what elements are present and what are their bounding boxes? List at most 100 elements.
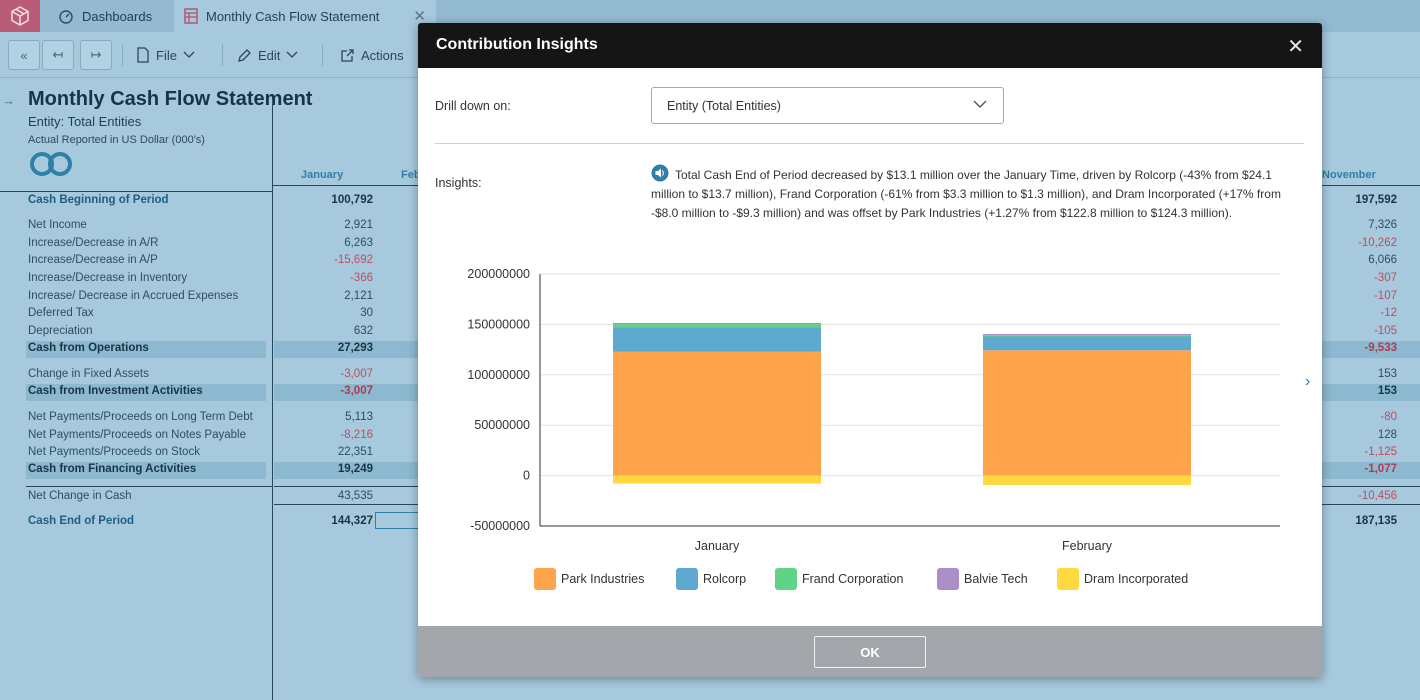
arrow-left-bar-icon: ↤ xyxy=(52,47,64,62)
app-logo-icon[interactable] xyxy=(0,0,40,32)
y-tick-label: 100000000 xyxy=(467,368,530,382)
column-divider xyxy=(272,104,273,700)
legend-item[interactable]: Park Industries xyxy=(534,568,644,590)
toolbar-divider xyxy=(222,44,223,66)
legend-label: Rolcorp xyxy=(703,572,747,586)
table-row[interactable]: Net Payments/Proceeds on Stock 22,351 -1,1… xyxy=(28,446,1397,458)
navigate-back-button[interactable]: ↤ xyxy=(42,40,74,70)
table-row[interactable]: Deferred Tax 30 -12 xyxy=(28,307,1397,319)
bar-segment xyxy=(983,475,1191,485)
table-row[interactable]: Increase/Decrease in A/P -15,692 6,066 xyxy=(28,254,1397,266)
edit-menu-label: Edit xyxy=(258,47,281,63)
speaker-icon[interactable] xyxy=(651,164,669,182)
dialog-footer: OK xyxy=(418,626,1322,677)
table-row[interactable]: Change in Fixed Assets -3,007 153 xyxy=(28,368,1397,380)
arrow-right-bar-icon: ↦ xyxy=(90,47,102,62)
actions-menu-label: Actions xyxy=(361,47,404,63)
table-row[interactable]: Cash Beginning of Period 100,792 197,592 xyxy=(28,194,1397,206)
drill-down-value: Entity (Total Entities) xyxy=(667,99,781,113)
header-rule xyxy=(1322,185,1420,186)
column-header-january: January xyxy=(301,169,344,181)
toolbar-divider xyxy=(122,44,123,66)
chevron-down-icon xyxy=(286,51,298,58)
table-row[interactable]: Net Payments/Proceeds on Notes Payable -8… xyxy=(28,429,1397,441)
y-tick-label: 50000000 xyxy=(474,418,530,432)
legend-swatch xyxy=(676,568,698,590)
top-tab-bar: Dashboards Monthly Cash Flow Statement ✕ xyxy=(0,0,1420,32)
table-row-subtotal[interactable]: Cash from Investment Activities -3,007 153 xyxy=(0,384,1420,401)
close-icon[interactable]: ✕ xyxy=(1287,36,1304,58)
insights-panel: Total Cash End of Period decreased by $1… xyxy=(651,164,1281,223)
y-tick-label: 200000000 xyxy=(467,267,530,281)
bar-segment xyxy=(983,333,1191,336)
tab-monthly-cash-flow[interactable]: Monthly Cash Flow Statement ✕ xyxy=(174,0,436,32)
file-icon xyxy=(137,47,149,63)
stacked-bar-chart: 200000000 150000000 100000000 50000000 0 -500… xyxy=(467,267,1280,553)
legend-label: Park Industries xyxy=(561,572,645,586)
table-row[interactable]: Cash End of Period 144,327 187,135 xyxy=(28,515,1397,527)
y-tick-label: 0 xyxy=(523,469,530,483)
pencil-icon xyxy=(238,48,251,62)
x-tick-label: January xyxy=(695,539,740,553)
insights-label: Insights: xyxy=(435,176,482,190)
bar-segment xyxy=(613,324,821,328)
column-header-february: Feb xyxy=(401,169,421,181)
drill-down-select[interactable]: Entity (Total Entities) xyxy=(651,87,1004,124)
row-rule xyxy=(1322,504,1420,505)
legend-swatch xyxy=(1057,568,1079,590)
table-row[interactable]: Increase/ Decrease in Accrued Expenses 2,… xyxy=(28,290,1397,302)
divider xyxy=(435,143,1304,144)
drill-down-label: Drill down on: xyxy=(435,99,511,113)
dialog-title: Contribution Insights xyxy=(436,36,598,53)
toolbar-divider xyxy=(322,44,323,66)
table-row-subtotal[interactable]: Cash from Financing Activities 19,249 -1,0… xyxy=(0,462,1420,479)
y-tick-label: -50000000 xyxy=(470,519,530,533)
file-menu[interactable]: File xyxy=(136,40,201,70)
tab-label: Monthly Cash Flow Statement xyxy=(206,8,380,24)
legend-label: Dram Incorporated xyxy=(1084,572,1189,586)
legend-label: Frand Corporation xyxy=(802,572,904,586)
collapse-left-button[interactable]: « xyxy=(8,40,40,70)
file-menu-label: File xyxy=(156,47,177,63)
selected-cell[interactable] xyxy=(375,512,419,529)
y-tick-label: 150000000 xyxy=(467,317,530,331)
ok-button[interactable]: OK xyxy=(814,636,926,668)
bar-segment xyxy=(983,350,1191,476)
legend-item[interactable]: Frand Corporation xyxy=(775,568,903,590)
x-tick-label: February xyxy=(1062,539,1113,553)
row-rule xyxy=(274,504,420,505)
contribution-insights-dialog: Contribution Insights ✕ Drill down on: E… xyxy=(418,23,1322,677)
chevron-right-icon[interactable]: › xyxy=(1305,373,1311,390)
row-rule xyxy=(274,486,420,487)
table-row[interactable]: Increase/Decrease in A/R 6,263 -10,262 xyxy=(28,237,1397,249)
report-entity: Entity: Total Entities xyxy=(28,114,142,129)
edit-menu[interactable]: Edit xyxy=(237,40,304,70)
row-rule xyxy=(1322,486,1420,487)
close-tab-icon[interactable]: ✕ xyxy=(413,8,426,25)
table-row-subtotal[interactable]: Cash from Operations 27,293 -9,533 xyxy=(0,341,1420,358)
company-logo-icon xyxy=(26,149,76,184)
tab-dashboards[interactable]: Dashboards xyxy=(48,0,174,32)
chevron-down-icon xyxy=(973,100,987,108)
report-title: Monthly Cash Flow Statement xyxy=(28,88,313,110)
legend-item[interactable]: Dram Incorporated xyxy=(1057,568,1188,590)
tab-label: Dashboards xyxy=(82,8,153,24)
table-row[interactable]: Depreciation 632 -105 xyxy=(28,325,1397,337)
legend-swatch xyxy=(534,568,556,590)
legend-label: Balvie Tech xyxy=(964,572,1028,586)
bar-segment xyxy=(983,335,1191,337)
legend-swatch xyxy=(775,568,797,590)
table-row[interactable]: Increase/Decrease in Inventory -366 -307 xyxy=(28,272,1397,284)
actions-menu[interactable]: Actions xyxy=(340,40,404,70)
legend-item[interactable]: Balvie Tech xyxy=(937,568,1028,590)
external-link-icon xyxy=(341,48,354,62)
legend-item[interactable]: Rolcorp xyxy=(676,568,746,590)
table-row[interactable]: Net Payments/Proceeds on Long Term Debt 5… xyxy=(28,411,1397,423)
table-row[interactable]: Net Change in Cash 43,535 -10,456 xyxy=(28,490,1397,502)
bar-segment xyxy=(613,475,821,484)
bar-segment xyxy=(613,322,821,325)
bar-segment xyxy=(613,351,821,476)
table-row[interactable]: Net Income 2,921 7,326 xyxy=(28,219,1397,231)
navigate-forward-button[interactable]: ↦ xyxy=(80,40,112,70)
expand-panel-arrow-icon[interactable]: → xyxy=(2,93,15,108)
